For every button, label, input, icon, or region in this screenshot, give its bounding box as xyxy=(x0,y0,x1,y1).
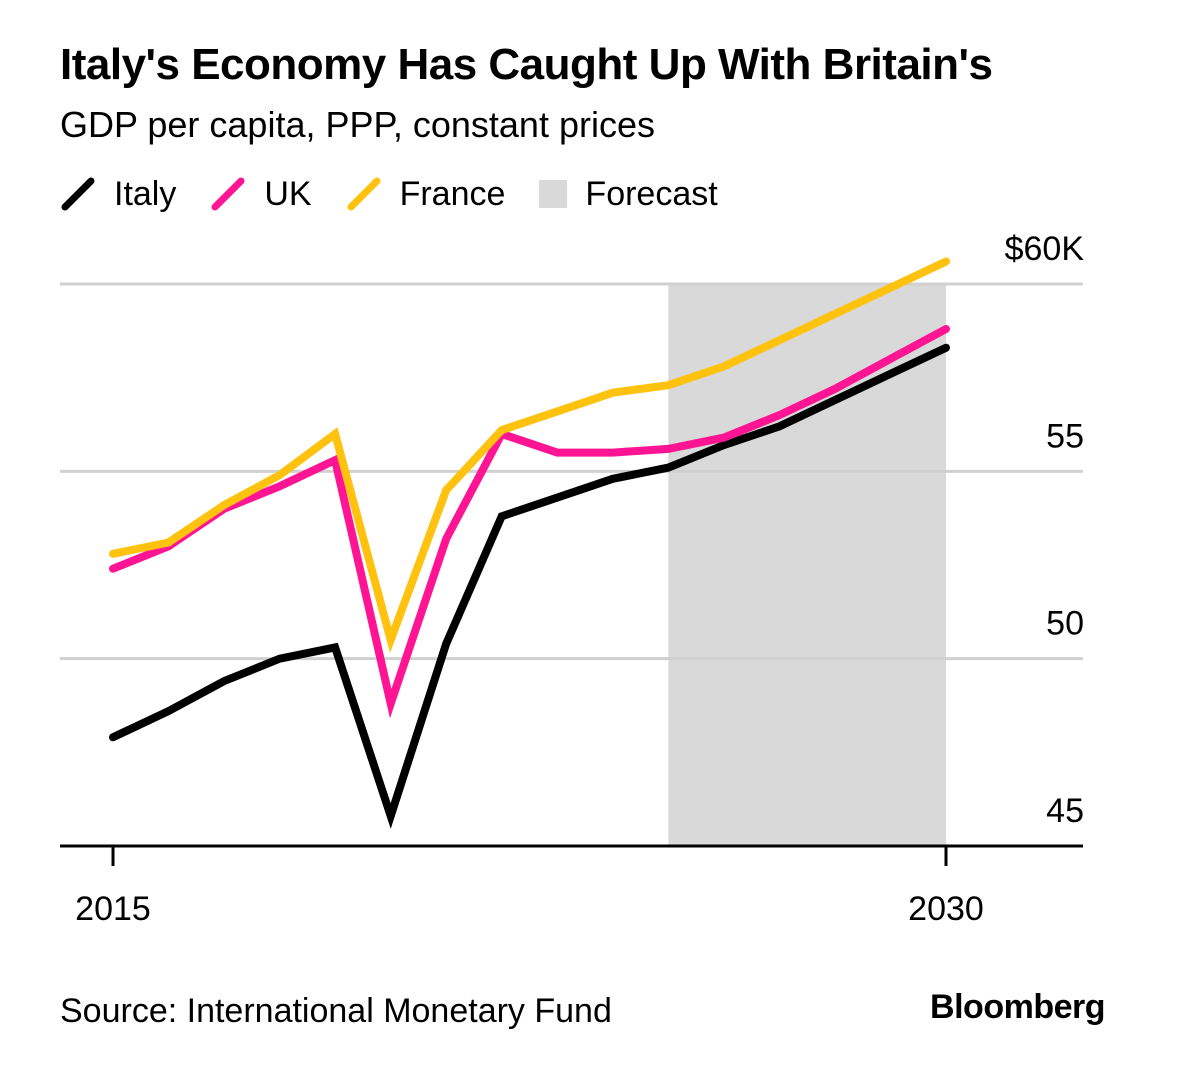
legend-swatch-uk xyxy=(211,177,245,211)
y-tick-label-50: 50 xyxy=(1046,605,1084,643)
y-tick-label-55: 55 xyxy=(1046,417,1084,455)
legend-swatch-france xyxy=(347,177,381,211)
legend-label-forecast: Forecast xyxy=(585,174,718,213)
legend-item-forecast: Forecast xyxy=(539,174,718,214)
legend-label-italy: Italy xyxy=(114,174,177,213)
series-line-uk xyxy=(109,325,950,719)
bloomberg-logo: Bloomberg xyxy=(930,988,1105,1026)
source-note: Source: International Monetary Fund xyxy=(60,992,612,1030)
legend-label-france: France xyxy=(399,174,506,213)
chart-subtitle: GDP per capita, PPP, constant prices xyxy=(60,104,655,145)
legend-item-france: France xyxy=(346,174,506,214)
chart-legend: Italy UK France Forecast xyxy=(60,172,752,216)
legend-item-uk: UK xyxy=(210,174,312,214)
series-line-italy xyxy=(109,343,950,829)
legend-swatch-forecast xyxy=(539,180,568,208)
forecast-region xyxy=(668,284,946,846)
x-tick-label-2015: 2015 xyxy=(75,890,151,928)
legend-swatch-italy xyxy=(61,177,95,211)
chart-title: Italy's Economy Has Caught Up With Brita… xyxy=(60,40,993,89)
legend-label-uk: UK xyxy=(264,174,312,213)
series-line-france xyxy=(109,257,950,654)
y-tick-label-45: 45 xyxy=(1046,792,1084,830)
x-tick-label-2030: 2030 xyxy=(908,890,984,928)
legend-item-italy: Italy xyxy=(60,175,176,214)
y-tick-label-60: $60K xyxy=(1005,230,1085,268)
